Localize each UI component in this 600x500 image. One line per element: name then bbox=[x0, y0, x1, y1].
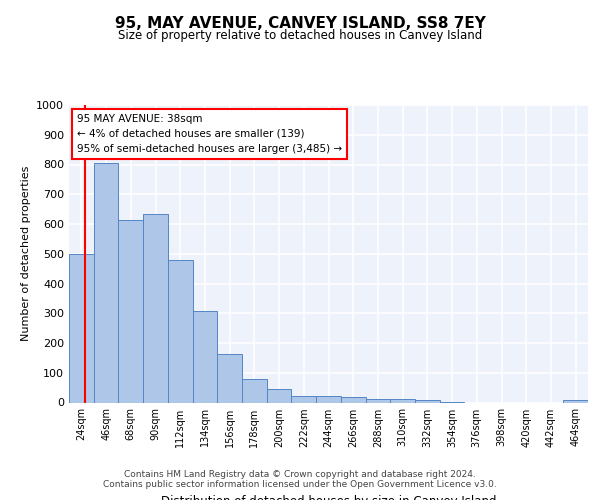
Bar bbox=[69, 254, 94, 402]
Bar bbox=[94, 163, 118, 402]
Text: Size of property relative to detached houses in Canvey Island: Size of property relative to detached ho… bbox=[118, 29, 482, 42]
Bar bbox=[563, 400, 588, 402]
Text: Contains public sector information licensed under the Open Government Licence v3: Contains public sector information licen… bbox=[103, 480, 497, 489]
Bar bbox=[365, 399, 390, 402]
Bar bbox=[143, 214, 168, 402]
Bar bbox=[193, 311, 217, 402]
Bar bbox=[168, 260, 193, 402]
Bar bbox=[217, 354, 242, 403]
Bar bbox=[118, 220, 143, 402]
Text: 95 MAY AVENUE: 38sqm
← 4% of detached houses are smaller (139)
95% of semi-detac: 95 MAY AVENUE: 38sqm ← 4% of detached ho… bbox=[77, 114, 342, 154]
Bar bbox=[415, 400, 440, 402]
Text: Contains HM Land Registry data © Crown copyright and database right 2024.: Contains HM Land Registry data © Crown c… bbox=[124, 470, 476, 479]
Bar bbox=[267, 389, 292, 402]
Bar bbox=[316, 396, 341, 402]
Bar bbox=[341, 397, 365, 402]
X-axis label: Distribution of detached houses by size in Canvey Island: Distribution of detached houses by size … bbox=[161, 496, 496, 500]
Bar bbox=[242, 380, 267, 402]
Text: 95, MAY AVENUE, CANVEY ISLAND, SS8 7EY: 95, MAY AVENUE, CANVEY ISLAND, SS8 7EY bbox=[115, 16, 485, 31]
Y-axis label: Number of detached properties: Number of detached properties bbox=[20, 166, 31, 342]
Bar bbox=[292, 396, 316, 402]
Bar bbox=[390, 399, 415, 402]
